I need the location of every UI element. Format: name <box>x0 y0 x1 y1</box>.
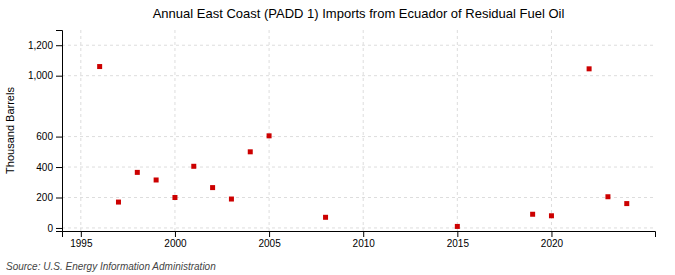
plot-area: 1995 2000 2005 2010 2015 2020 0 200 400 600 1,000 1… <box>28 30 656 249</box>
tick-mark <box>363 231 364 237</box>
point <box>549 213 554 218</box>
tick: 600 <box>36 131 62 142</box>
y-axis-label: Thousand Barrels <box>4 87 16 174</box>
point <box>210 185 215 190</box>
point <box>455 224 460 229</box>
tick-mark <box>56 198 62 199</box>
tick-mark <box>56 228 62 229</box>
tick-label: 600 <box>36 131 53 142</box>
tick: 2015 <box>447 231 470 249</box>
tick-mark <box>56 76 62 77</box>
point <box>248 149 253 154</box>
grid-line <box>62 136 655 137</box>
grid-line <box>457 30 458 231</box>
tick: 2020 <box>541 231 564 249</box>
tick: 1,200 <box>28 40 62 51</box>
tick-label: 200 <box>36 192 53 203</box>
tick-mark <box>175 231 176 237</box>
grid-line <box>174 30 175 231</box>
tick-mark <box>81 231 82 237</box>
tick-label: 1995 <box>70 238 93 249</box>
grid-line <box>269 30 270 231</box>
chart: 1995 2000 2005 2010 2015 2020 0 200 400 600 1,000 1… <box>0 0 675 275</box>
tick: 2005 <box>258 231 281 249</box>
grid-line <box>551 30 552 231</box>
grid-line <box>62 197 655 198</box>
tick-label: 2000 <box>164 238 187 249</box>
tick-label: 0 <box>47 223 53 234</box>
source: Source: U.S. Energy Information Administ… <box>6 261 216 272</box>
grid <box>62 30 655 231</box>
x-axis: 1995 2000 2005 2010 2015 2020 <box>63 231 656 249</box>
tick: 2010 <box>353 231 376 249</box>
tick-mark <box>56 137 62 138</box>
tick: 400 <box>36 162 62 173</box>
point <box>172 195 177 200</box>
grid-line <box>62 75 655 76</box>
grid-line <box>62 45 655 46</box>
point <box>323 215 328 220</box>
tick-label: 2010 <box>353 238 376 249</box>
point <box>154 177 159 182</box>
grid-line <box>363 30 364 231</box>
y-axis: 0 200 400 600 1,000 1,200 <box>28 31 63 234</box>
point <box>97 64 102 69</box>
point <box>135 170 140 175</box>
axis-line <box>56 31 63 232</box>
grid-line <box>62 167 655 168</box>
tick-label: 1,200 <box>28 40 53 51</box>
grid-line <box>62 227 655 228</box>
title: Annual East Coast (PADD 1) Imports from … <box>153 6 565 21</box>
point <box>530 212 535 217</box>
tick-mark <box>56 167 62 168</box>
point <box>191 164 196 169</box>
tick: 1,000 <box>28 70 62 81</box>
tick-mark <box>269 231 270 237</box>
point <box>116 200 121 205</box>
point <box>587 66 592 71</box>
tick-mark <box>56 45 62 46</box>
tick-label: 2015 <box>447 238 470 249</box>
tick-label: 1,000 <box>28 70 53 81</box>
tick: 0 <box>47 223 62 234</box>
points <box>97 64 629 229</box>
point <box>624 201 629 206</box>
tick-mark <box>457 231 458 237</box>
point <box>267 133 272 138</box>
tick: 2000 <box>164 231 187 249</box>
axis-line <box>63 232 656 238</box>
tick-label: 400 <box>36 162 53 173</box>
point <box>229 197 234 202</box>
tick: 1995 <box>70 231 93 249</box>
point <box>605 194 610 199</box>
tick-label: 2005 <box>258 238 281 249</box>
tick-label: 2020 <box>541 238 564 249</box>
tick-mark <box>551 231 552 237</box>
tick: 200 <box>36 192 62 203</box>
grid-line <box>80 30 81 231</box>
